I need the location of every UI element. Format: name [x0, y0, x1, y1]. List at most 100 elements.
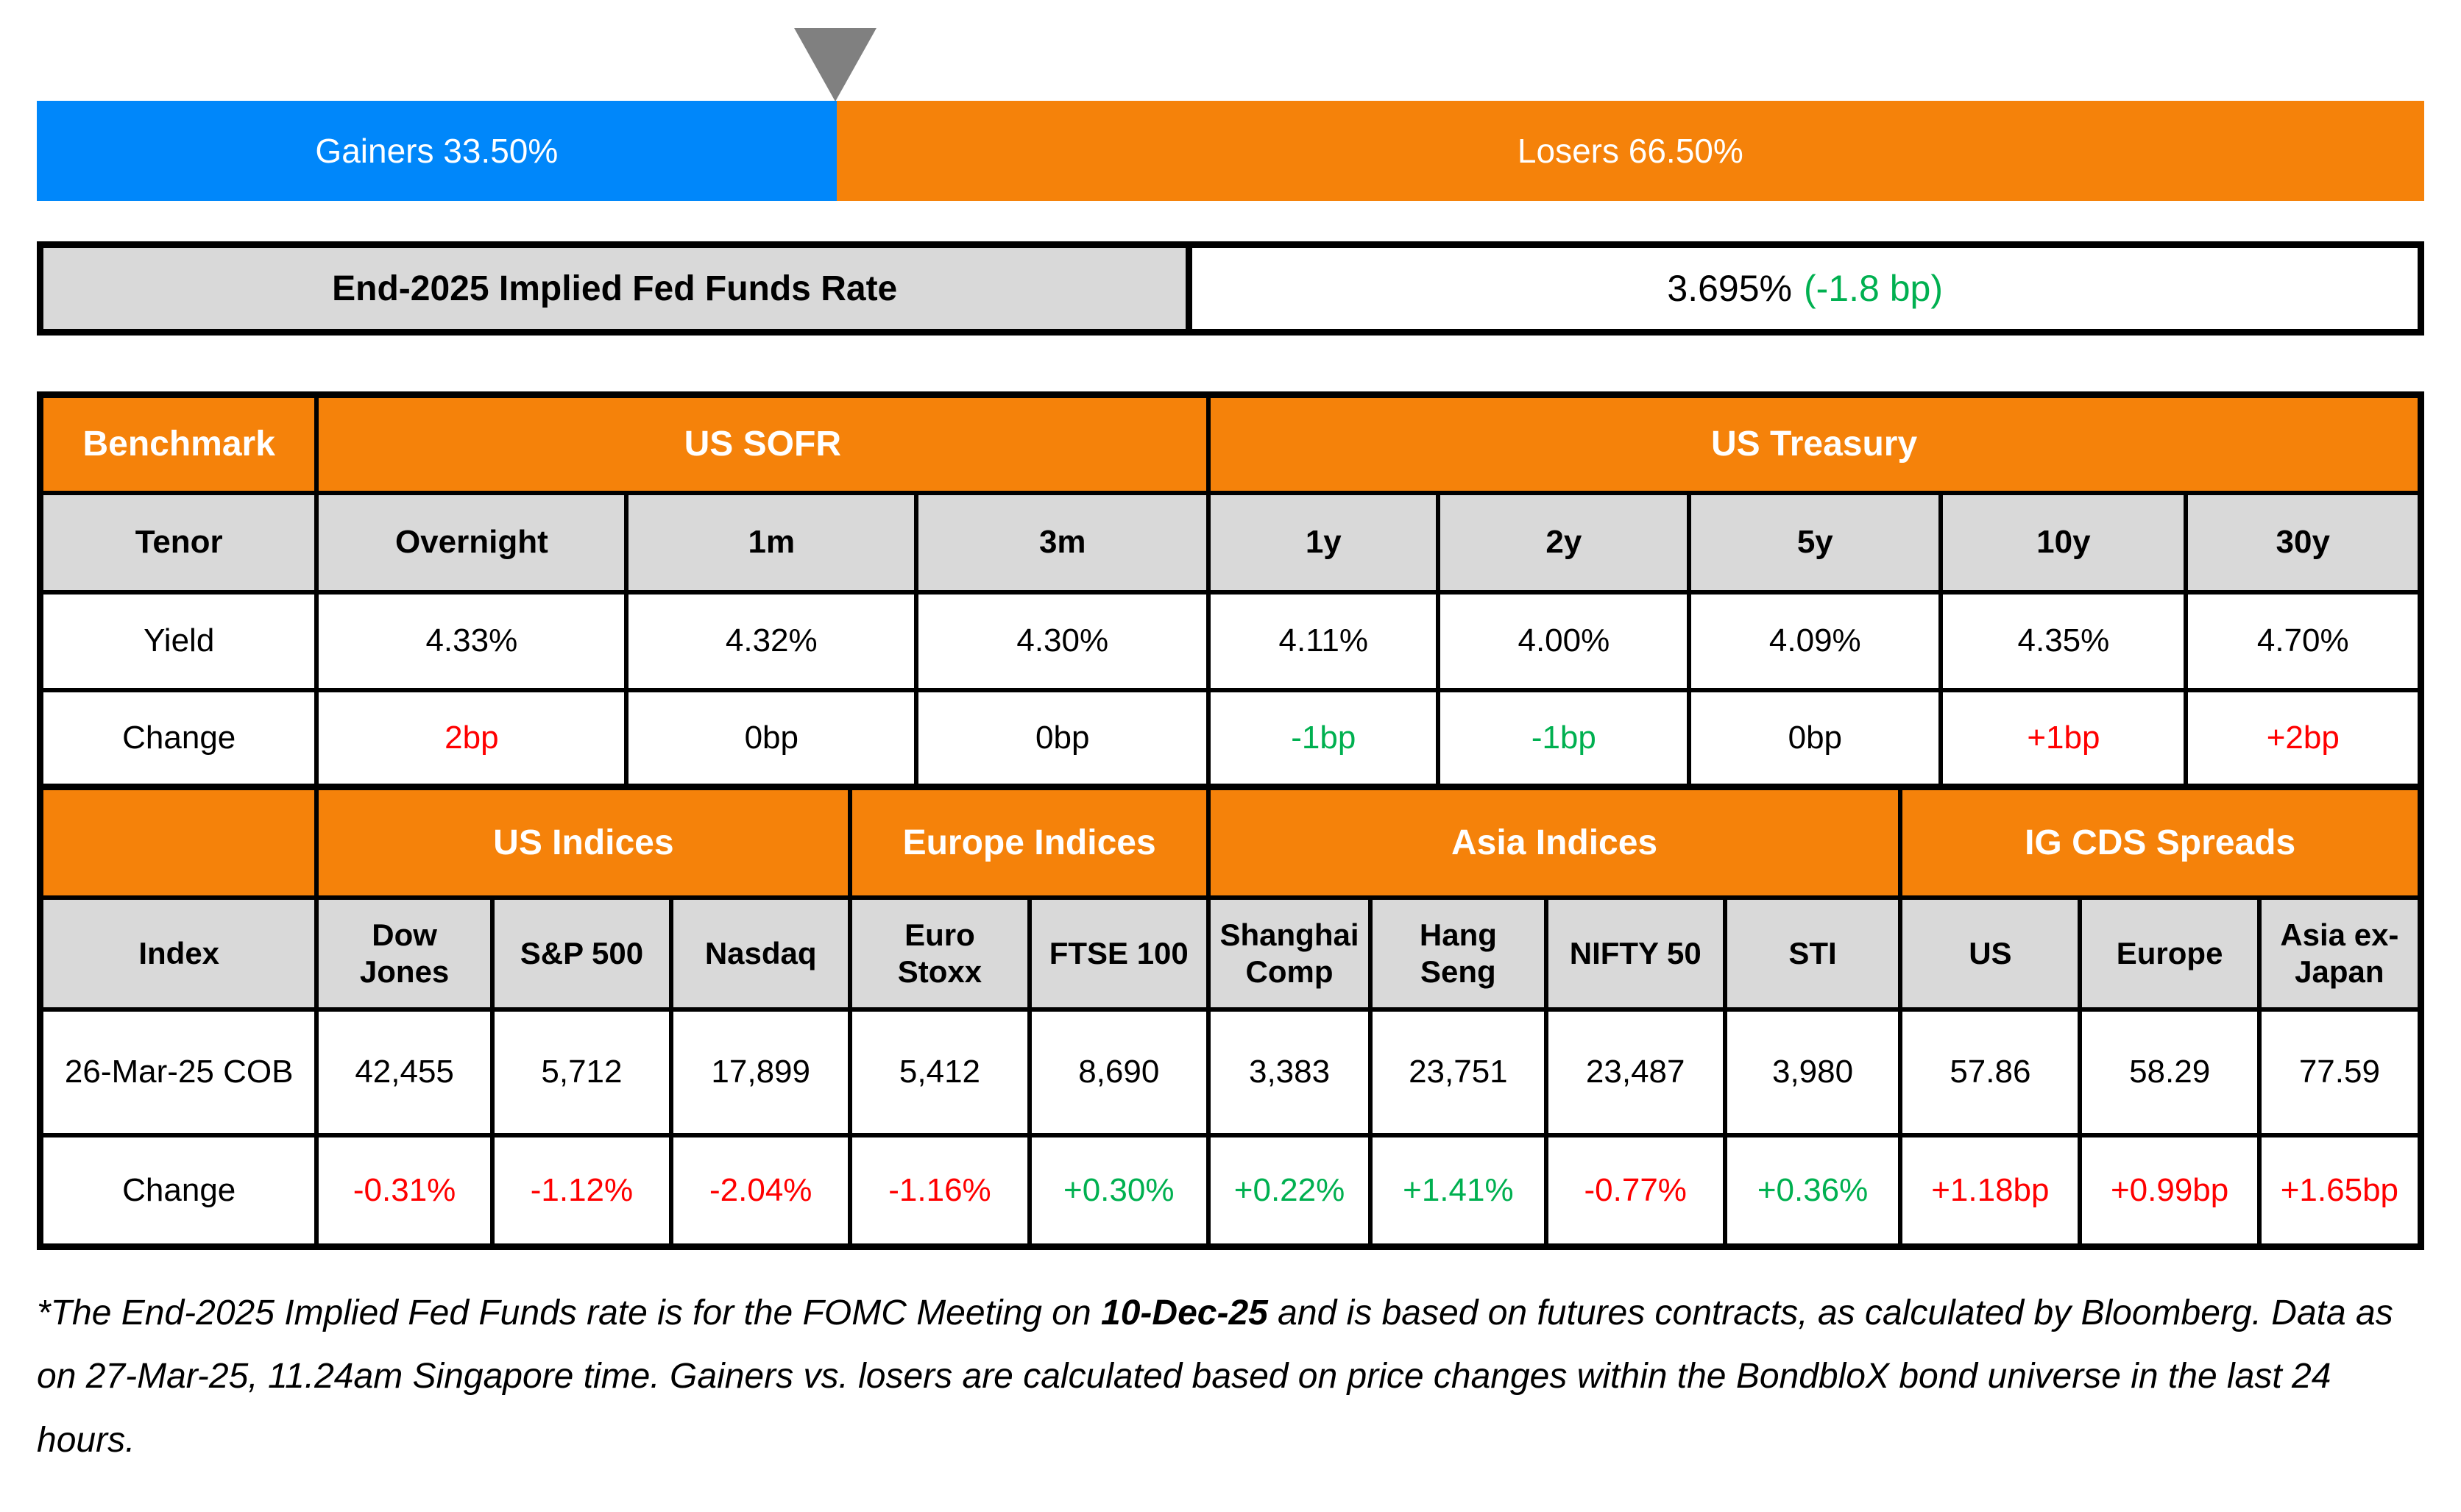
index-name-cell: NIFTY 50 — [1543, 895, 1727, 1012]
gauge-pointer-triangle-icon — [794, 28, 877, 102]
change-cell: 0bp — [624, 687, 919, 789]
fed-funds-value-cell: 3.695% (-1.8 bp) — [1192, 248, 2418, 329]
fed-funds-row: End-2025 Implied Fed Funds Rate 3.695% (… — [37, 241, 2424, 336]
index-name-cell: Hang Seng — [1368, 895, 1548, 1012]
yield-cell: 4.70% — [2184, 589, 2423, 692]
cob-value-cell: 5,712 — [489, 1007, 674, 1137]
index-change-cell: +1.18bp — [1898, 1132, 2083, 1249]
index-name-cell: Europe — [2078, 895, 2262, 1012]
cob-value-cell: 8,690 — [1027, 1007, 1211, 1137]
index-name-cell: FTSE 100 — [1027, 895, 1211, 1012]
index-change-cell: +0.36% — [1722, 1132, 1903, 1249]
yield-cell: 4.09% — [1687, 589, 1944, 692]
yield-cell: 4.11% — [1206, 589, 1441, 692]
yield-cell: 4.35% — [1938, 589, 2189, 692]
yield-cell: 4.32% — [624, 589, 919, 692]
indices-corner-cell — [38, 784, 319, 900]
index-row-label: Index — [38, 895, 319, 1012]
index-name-cell: STI — [1722, 895, 1903, 1012]
index-name-row: Index Dow Jones S&P 500 Nasdaq Euro Stox… — [38, 895, 2423, 1012]
footnote-text-start: *The End-2025 Implied Fed Funds rate is … — [37, 1293, 1102, 1332]
index-change-cell: +1.41% — [1368, 1132, 1548, 1249]
cob-value-cell: 3,980 — [1722, 1007, 1903, 1137]
cob-row-label: 26-Mar-25 COB — [38, 1007, 319, 1137]
tenor-row: Tenor Overnight 1m 3m 1y 2y 5y 10y 30y — [38, 490, 2423, 594]
change-cell: 0bp — [1687, 687, 1944, 789]
index-name-cell: Nasdaq — [669, 895, 853, 1012]
cob-value-cell: 42,455 — [314, 1007, 495, 1137]
gainers-segment: Gainers 33.50% — [37, 101, 837, 201]
change-cell: -1bp — [1436, 687, 1692, 789]
index-name-cell: Shanghai Comp — [1205, 895, 1373, 1012]
tenor-cell: 5y — [1687, 490, 1944, 594]
europe-indices-header: Europe Indices — [848, 784, 1211, 900]
benchmark-table: Benchmark US SOFR US Treasury Tenor Over… — [37, 391, 2424, 790]
index-change-cell: -0.77% — [1543, 1132, 1727, 1249]
change-row-label: Change — [38, 687, 319, 789]
fed-funds-change: (-1.8 bp) — [1804, 268, 1943, 309]
gainers-losers-bar: Gainers 33.50% Losers 66.50% — [37, 101, 2424, 201]
yield-cell: 4.00% — [1436, 589, 1692, 692]
losers-label: Losers 66.50% — [1517, 132, 1743, 170]
indices-header-row: US Indices Europe Indices Asia Indices I… — [38, 784, 2423, 900]
index-name-cell: Asia ex-Japan — [2256, 895, 2423, 1012]
tenor-cell: 1m — [624, 490, 919, 594]
index-name-cell: Euro Stoxx — [848, 895, 1032, 1012]
cob-value-cell: 57.86 — [1898, 1007, 2083, 1137]
index-name-cell: US — [1898, 895, 2083, 1012]
fed-funds-label-cell: End-2025 Implied Fed Funds Rate — [43, 248, 1193, 329]
gainers-label: Gainers 33.50% — [315, 132, 559, 170]
tenor-cell: 30y — [2184, 490, 2423, 594]
tenor-row-label: Tenor — [38, 490, 319, 594]
yield-row-label: Yield — [38, 589, 319, 692]
change-cell: +2bp — [2184, 687, 2423, 789]
cob-row: 26-Mar-25 COB 42,455 5,712 17,899 5,412 … — [38, 1007, 2423, 1137]
losers-segment: Losers 66.50% — [836, 101, 2424, 201]
index-change-cell: -2.04% — [669, 1132, 853, 1249]
change-cell: 2bp — [314, 687, 629, 789]
data-tables: Benchmark US SOFR US Treasury Tenor Over… — [37, 391, 2424, 1250]
cob-value-cell: 23,487 — [1543, 1007, 1727, 1137]
cob-value-cell: 23,751 — [1368, 1007, 1548, 1137]
benchmark-change-row: Change 2bp 0bp 0bp -1bp -1bp 0bp +1bp +2… — [38, 687, 2423, 789]
fed-funds-value: 3.695% — [1667, 268, 1792, 309]
footnote-text-end: and is based on futures contracts, as ca… — [37, 1293, 2393, 1460]
change-cell: +1bp — [1938, 687, 2189, 789]
benchmark-header-row: Benchmark US SOFR US Treasury — [38, 392, 2423, 495]
yield-cell: 4.33% — [314, 589, 629, 692]
index-change-cell: +0.99bp — [2078, 1132, 2262, 1249]
cob-value-cell: 3,383 — [1205, 1007, 1373, 1137]
tenor-cell: 3m — [914, 490, 1211, 594]
footnote-fomc-date: 10-Dec-25 — [1101, 1293, 1268, 1332]
cob-value-cell: 5,412 — [848, 1007, 1032, 1137]
index-name-cell: Dow Jones — [314, 895, 495, 1012]
index-change-cell: +1.65bp — [2256, 1132, 2423, 1249]
ig-cds-header: IG CDS Spreads — [1898, 784, 2423, 900]
tenor-cell: 1y — [1206, 490, 1441, 594]
us-indices-header: US Indices — [314, 784, 853, 900]
index-change-cell: +0.22% — [1205, 1132, 1373, 1249]
yield-row: Yield 4.33% 4.32% 4.30% 4.11% 4.00% 4.09… — [38, 589, 2423, 692]
asia-indices-header: Asia Indices — [1205, 784, 1903, 900]
us-treasury-header: US Treasury — [1206, 392, 2423, 495]
fed-funds-label: End-2025 Implied Fed Funds Rate — [332, 269, 898, 308]
cob-value-cell: 58.29 — [2078, 1007, 2262, 1137]
tenor-cell: 2y — [1436, 490, 1692, 594]
benchmark-corner-cell: Benchmark — [38, 392, 319, 495]
index-change-cell: +0.30% — [1027, 1132, 1211, 1249]
cob-value-cell: 77.59 — [2256, 1007, 2423, 1137]
tenor-cell: Overnight — [314, 490, 629, 594]
index-change-cell: -1.16% — [848, 1132, 1032, 1249]
index-name-cell: S&P 500 — [489, 895, 674, 1012]
us-sofr-header: US SOFR — [314, 392, 1211, 495]
index-change-cell: -1.12% — [489, 1132, 674, 1249]
tenor-cell: 10y — [1938, 490, 2189, 594]
yield-cell: 4.30% — [914, 589, 1211, 692]
change-cell: -1bp — [1206, 687, 1441, 789]
indices-change-row: Change -0.31% -1.12% -2.04% -1.16% +0.30… — [38, 1132, 2423, 1249]
cob-value-cell: 17,899 — [669, 1007, 853, 1137]
indices-table: US Indices Europe Indices Asia Indices I… — [37, 784, 2424, 1250]
change-row-label: Change — [38, 1132, 319, 1249]
change-cell: 0bp — [914, 687, 1211, 789]
